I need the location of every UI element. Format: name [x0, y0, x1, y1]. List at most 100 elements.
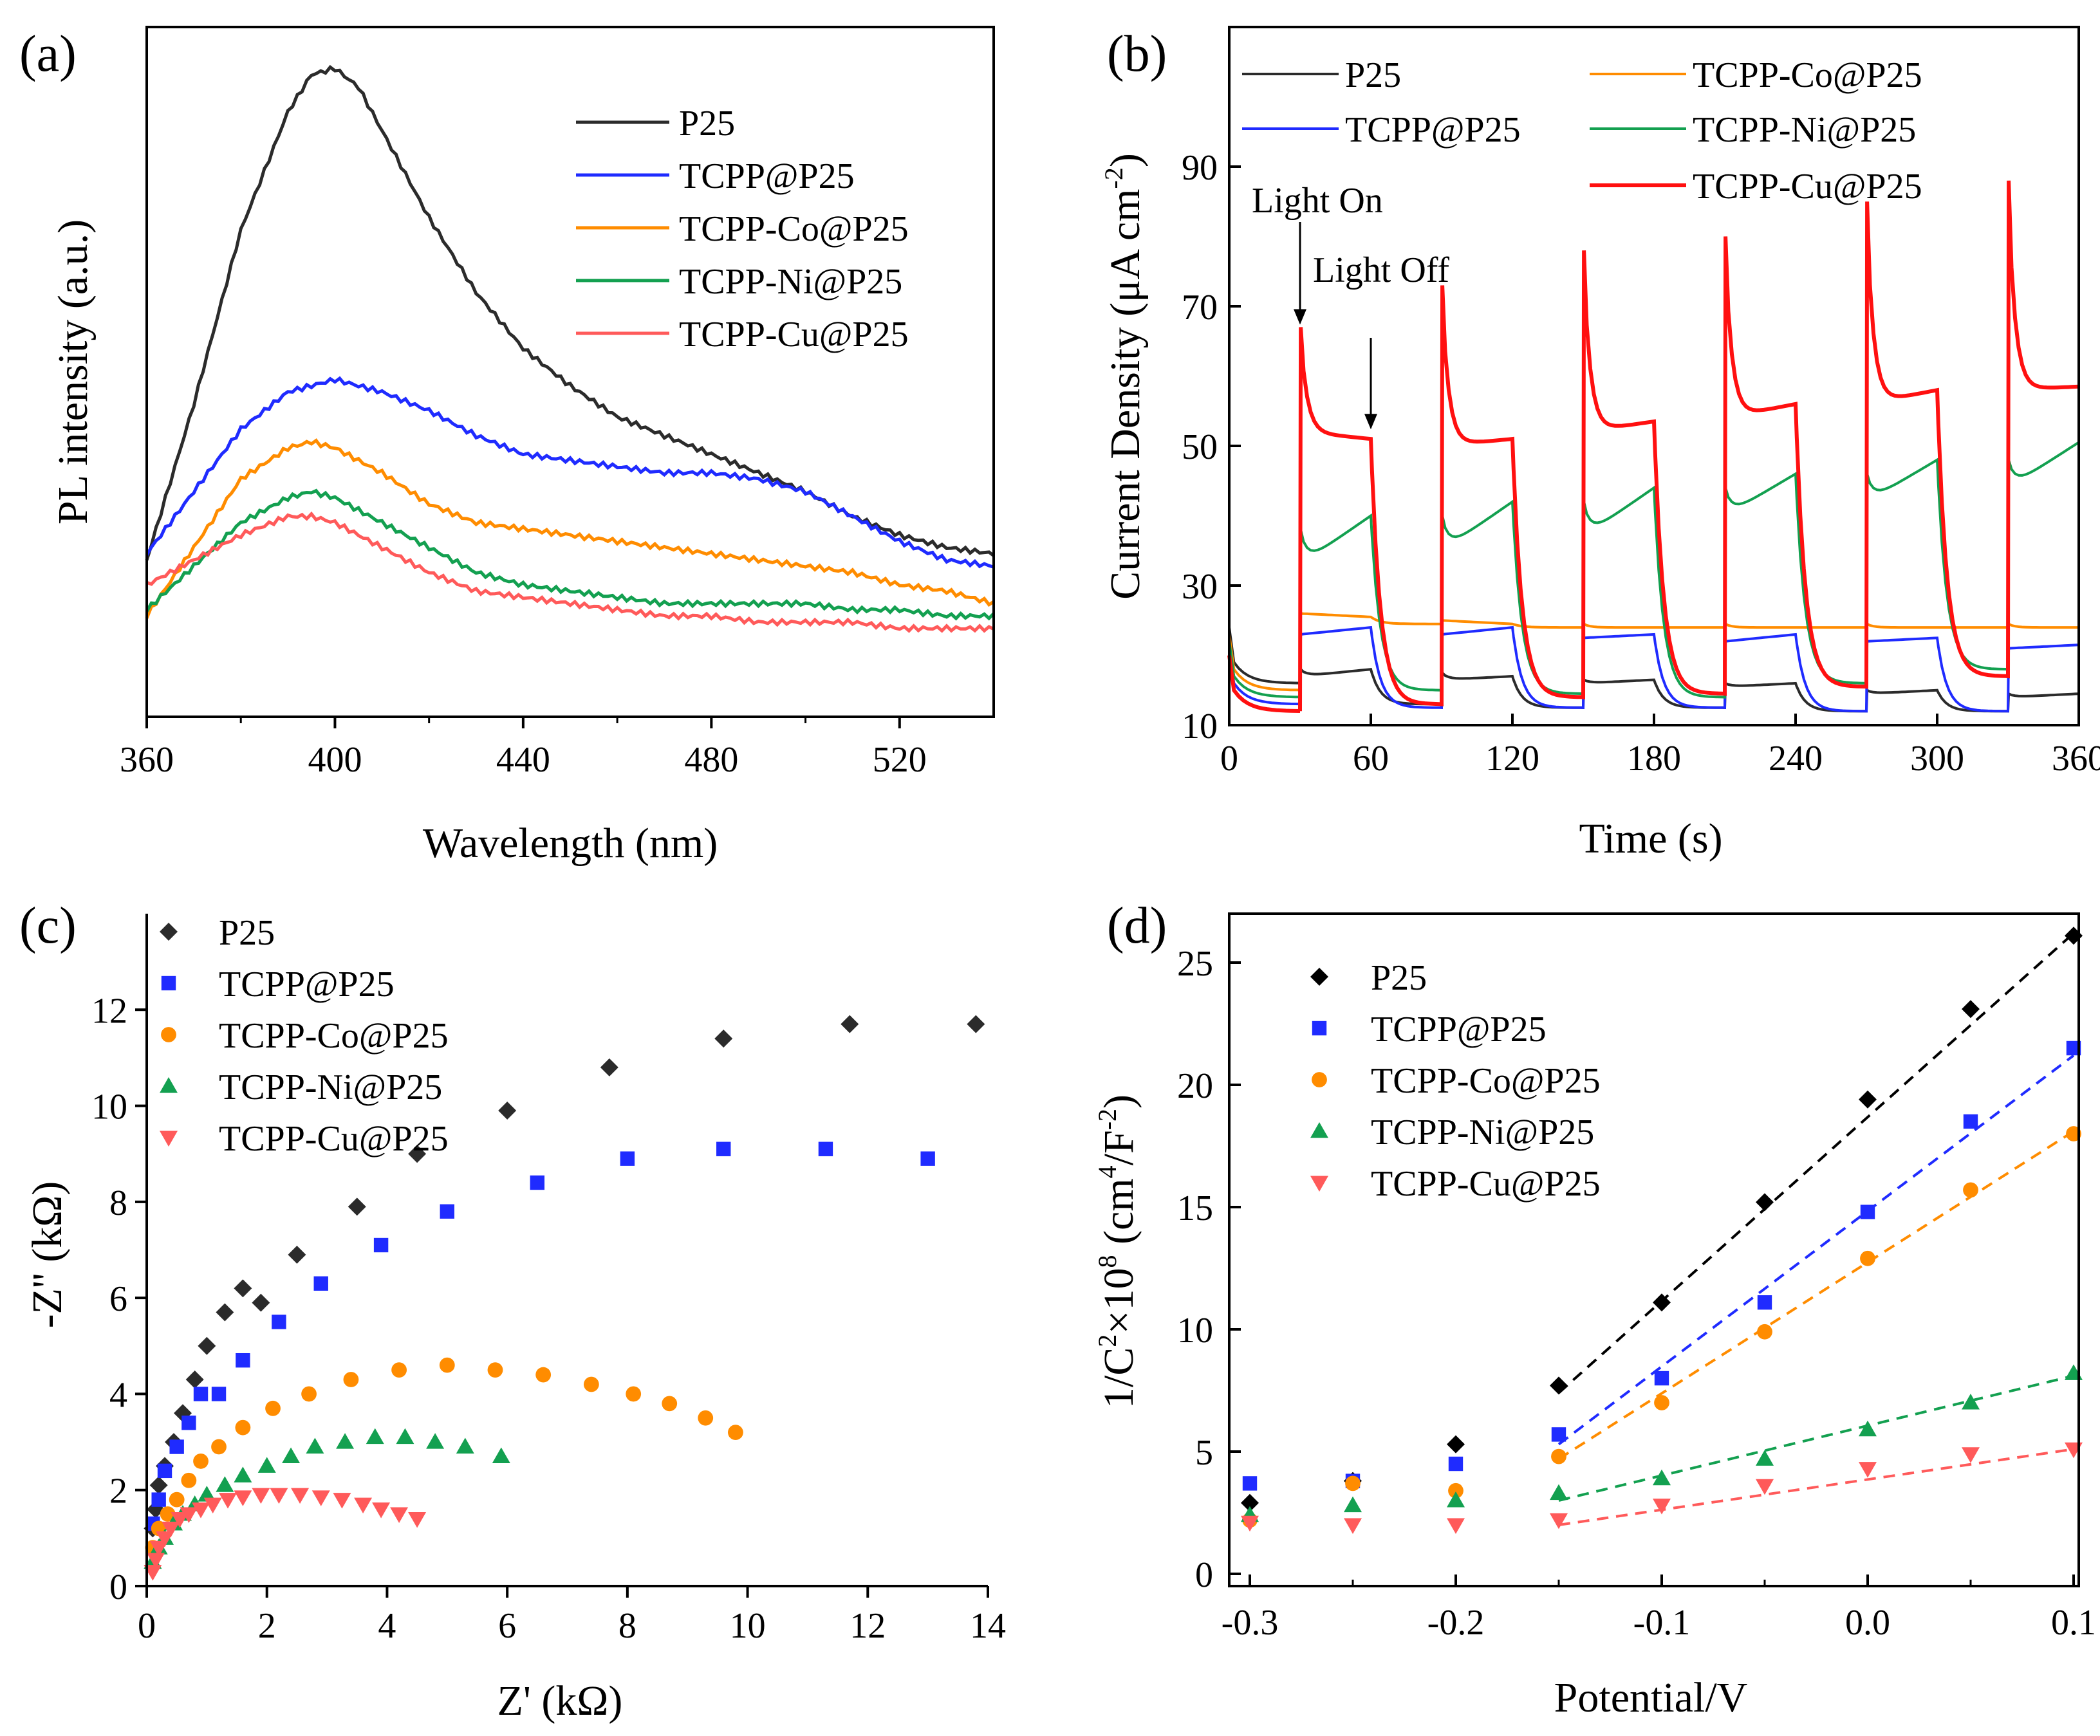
- legend-marker-tcpp-cu-p25: [1310, 1176, 1328, 1192]
- panel-b-xlabel: Time (s): [1579, 815, 1722, 862]
- point-tcpp-p25: [2066, 1040, 2081, 1056]
- panel-c-axes: [145, 914, 988, 1587]
- point-tcpp-p25: [920, 1151, 935, 1166]
- point-tcpp-ni-p25: [336, 1433, 355, 1449]
- x-tick-label-0: 0: [1220, 739, 1238, 779]
- point-tcpp-cu-p25: [1550, 1513, 1568, 1529]
- legend-label-tcpp-p25: TCPP@P25: [219, 965, 395, 1004]
- point-p25: [1550, 1376, 1568, 1395]
- point-tcpp-p25: [157, 1463, 172, 1479]
- point-tcpp-cu-p25: [171, 1512, 189, 1528]
- point-p25: [1241, 1493, 1259, 1512]
- series-line-tcpp-co-p25: [145, 438, 995, 619]
- legend-label-tcpp-ni-p25: TCPP-Ni@P25: [219, 1067, 442, 1107]
- point-tcpp-p25: [181, 1416, 196, 1430]
- point-p25: [1962, 1000, 1980, 1019]
- point-tcpp-co-p25: [1963, 1182, 1978, 1198]
- legend-marker-tcpp-ni-p25: [1310, 1122, 1328, 1138]
- x-tick-label-120: 120: [1485, 739, 1539, 779]
- point-tcpp-p25: [1448, 1456, 1463, 1472]
- y-tick-label-8: 8: [109, 1183, 127, 1223]
- legend-label-tcpp-cu-p25: TCPP-Cu@P25: [679, 315, 909, 355]
- series-line-tcpp-p25: [145, 376, 994, 569]
- panel-a-legend: P25 TCPP@P25 TCPP-Co@P25 TCPP-Ni@P25 TCPP-Cu…: [576, 104, 909, 355]
- legend-label-tcpp-co-p25: TCPP-Co@P25: [1371, 1061, 1601, 1101]
- point-tcpp-co-p25: [235, 1419, 251, 1436]
- point-p25: [198, 1336, 216, 1355]
- point-tcpp-co-p25: [181, 1472, 197, 1488]
- panel-b-ylabel-main: Current Density (μA cm: [1102, 189, 1149, 599]
- point-tcpp-co-p25: [1551, 1448, 1566, 1464]
- point-tcpp-p25: [236, 1353, 250, 1368]
- point-tcpp-ni-p25: [216, 1476, 234, 1492]
- point-tcpp-ni-p25: [1550, 1484, 1568, 1501]
- point-tcpp-p25: [1963, 1114, 1978, 1129]
- point-tcpp-cu-p25: [1653, 1499, 1671, 1515]
- annotation-light-on-arrowhead: [1294, 309, 1306, 325]
- x-tick-label-180: 180: [1627, 739, 1681, 779]
- annotation-light-off-arrowhead: [1364, 414, 1377, 430]
- y-tick-label-0: 0: [1195, 1555, 1213, 1595]
- y-tick-label-70: 70: [1182, 288, 1218, 328]
- panel-a: (a) 360 400 440 480 520 P25 TCPP@P25 TCPP-Co@P…: [19, 26, 995, 867]
- point-p25: [498, 1102, 517, 1120]
- point-tcpp-co-p25: [1860, 1250, 1875, 1266]
- x-tick-label-1: -0.2: [1427, 1603, 1485, 1643]
- legend-label-tcpp-p25: TCPP@P25: [1371, 1010, 1547, 1049]
- panel-b-series: [1227, 180, 2080, 713]
- point-tcpp-cu-p25: [144, 1565, 162, 1581]
- panel-d-legend: P25 TCPP@P25 TCPP-Co@P25 TCPP-Ni@P25 TCPP-Cu…: [1310, 958, 1601, 1204]
- y-tick-label-5: 5: [1195, 1433, 1213, 1473]
- legend-label-tcpp-cu-p25: TCPP-Cu@P25: [1693, 167, 1922, 207]
- panel-d-ylabel-7: /F: [1095, 1130, 1142, 1165]
- x-tick-label-300: 300: [1910, 739, 1964, 779]
- point-tcpp-ni-p25: [1962, 1394, 1980, 1410]
- point-tcpp-cu-p25: [192, 1502, 210, 1519]
- point-p25: [841, 1015, 859, 1033]
- point-tcpp-ni-p25: [234, 1466, 252, 1482]
- fit-line-tcpp-cu-p25: [1558, 1448, 2074, 1526]
- panel-b-legend: P25 TCPP@P25 TCPP-Co@P25 TCPP-Ni@P25 TCPP-Cu…: [1242, 55, 1922, 207]
- point-p25: [216, 1303, 234, 1322]
- point-p25: [149, 1476, 168, 1495]
- x-tick-label-0: -0.3: [1222, 1603, 1279, 1643]
- panel-d-ylabel-8: -2: [1093, 1109, 1122, 1130]
- legend-label-tcpp-ni-p25: TCPP-Ni@P25: [679, 262, 902, 302]
- panel-b-label: (b): [1107, 26, 1167, 82]
- y-tick-label-4: 4: [109, 1375, 127, 1415]
- point-tcpp-cu-p25: [354, 1497, 373, 1514]
- y-tick-label-6: 6: [109, 1279, 127, 1319]
- panel-d-frame: [1228, 912, 2080, 1587]
- point-tcpp-ni-p25: [426, 1433, 445, 1449]
- panel-c-xlabel: Z' (kΩ): [497, 1677, 623, 1724]
- point-p25: [252, 1293, 270, 1312]
- panel-d-ylabel-2: 2: [1093, 1334, 1122, 1347]
- panel-c-label: (c): [19, 898, 77, 954]
- point-tcpp-cu-p25: [291, 1488, 310, 1504]
- x-tick-label-3: 0.0: [1845, 1603, 1890, 1643]
- panel-c-ticks: 0 2 4 6 8 10 12 14 0 2 4 6 8 10 12: [91, 991, 1006, 1646]
- x-tick-label-4: 0.1: [2051, 1603, 2096, 1643]
- point-tcpp-cu-p25: [156, 1531, 174, 1547]
- panel-d-fit-lines: [1557, 932, 2075, 1526]
- panel-c-legend: P25 TCPP@P25 TCPP-Co@P25 TCPP-Ni@P25 TCPP-Cu…: [160, 913, 449, 1159]
- y-tick-label-0: 0: [109, 1567, 127, 1607]
- point-tcpp-p25: [620, 1151, 635, 1166]
- point-tcpp-p25: [818, 1141, 833, 1156]
- panel-a-series: [145, 64, 995, 633]
- panel-a-label: (a): [19, 26, 77, 82]
- point-tcpp-ni-p25: [198, 1486, 216, 1502]
- point-tcpp-co-p25: [439, 1357, 455, 1373]
- x-tick-label-2: -0.1: [1633, 1603, 1691, 1643]
- point-tcpp-ni-p25: [1447, 1491, 1465, 1508]
- point-tcpp-p25: [169, 1439, 184, 1454]
- point-tcpp-cu-p25: [149, 1540, 168, 1557]
- point-tcpp-co-p25: [169, 1491, 185, 1508]
- panel-d-ticks: -0.3 -0.2 -0.1 0.0 0.1 0 5 10 15 20 25: [1177, 944, 2096, 1643]
- point-tcpp-co-p25: [626, 1386, 642, 1402]
- x-tick-label-240: 240: [1769, 739, 1823, 779]
- series-line-tcpp-p25: [1228, 625, 2079, 713]
- point-p25: [185, 1371, 204, 1389]
